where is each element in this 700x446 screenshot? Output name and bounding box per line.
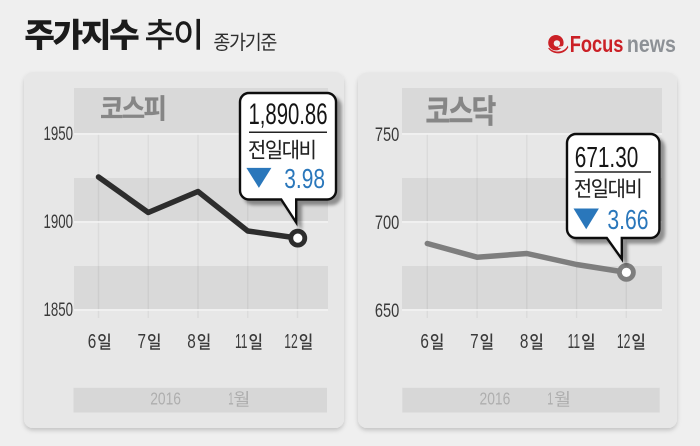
svg-text:8: 8 [187,331,196,353]
svg-text:1: 1 [547,389,553,409]
svg-text:11: 11 [235,331,248,353]
svg-text:3.98: 3.98 [284,163,325,194]
svg-text:750: 750 [375,124,400,146]
svg-text:1850: 1850 [44,299,74,321]
svg-text:2016: 2016 [480,389,511,409]
svg-text:7: 7 [138,331,147,353]
svg-text:2016: 2016 [150,389,181,409]
svg-text:11: 11 [568,331,581,353]
svg-text:12: 12 [284,331,298,353]
svg-text:1950: 1950 [44,123,74,145]
svg-text:6: 6 [420,331,429,353]
svg-text:1900: 1900 [44,211,74,233]
svg-text:700: 700 [375,212,400,234]
svg-text:12: 12 [617,331,631,353]
svg-text:671.30: 671.30 [575,142,639,174]
svg-text:6: 6 [88,331,97,353]
svg-text:1: 1 [228,389,233,409]
svg-text:3.66: 3.66 [607,204,648,235]
svg-text:news: news [627,31,676,57]
svg-text:650: 650 [375,300,400,322]
svg-text:8: 8 [520,331,529,353]
svg-text:7: 7 [470,331,479,353]
svg-text:1,890.86: 1,890.86 [249,98,328,131]
svg-text:Focus: Focus [570,31,624,57]
